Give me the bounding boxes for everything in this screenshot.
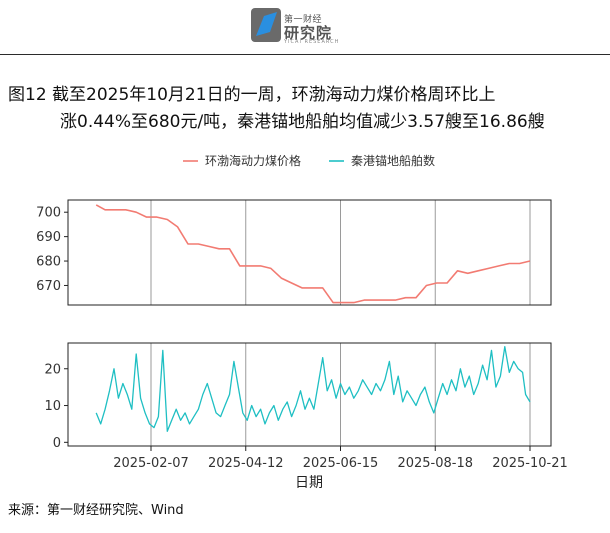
x-tick-label-2: 2025-06-15 <box>303 456 379 471</box>
logo: 第一财经 研究院 YICAI RESEARCH <box>250 6 370 46</box>
y-tick-label-0-1: 680 <box>36 255 61 270</box>
figure-title-line1: 图12 截至2025年10月21日的一周，环渤海动力煤价格周环比上 <box>8 85 496 105</box>
series-line-ships <box>95 346 531 432</box>
header-rule <box>0 54 610 55</box>
legend: 环渤海动力煤价格 秦港锚地船舶数 <box>183 153 435 168</box>
x-axis-label: 日期 <box>295 475 323 491</box>
logo-main-text: 研究院 <box>284 24 333 42</box>
logo-sub-text: YICAI RESEARCH <box>284 39 340 45</box>
logo-mark-icon <box>251 8 281 42</box>
x-tick-label-1: 2025-04-12 <box>208 456 284 471</box>
x-tick-label-4: 2025-10-21 <box>492 456 568 471</box>
x-tick-label-0: 2025-02-07 <box>113 456 189 471</box>
y-tick-label-1-0: 0 <box>53 436 61 451</box>
legend-ships-label: 秦港锚地船舶数 <box>351 153 435 168</box>
figure-title-line2: 涨0.44%至680元/吨，秦港锚地船舶均值减少3.57艘至16.86艘 <box>60 112 545 132</box>
y-tick-label-0-0: 670 <box>36 279 61 294</box>
y-tick-label-1-1: 10 <box>44 399 61 414</box>
panel-frame-1 <box>67 342 552 447</box>
y-tick-label-0-2: 690 <box>36 230 61 245</box>
series-line-price <box>95 204 531 304</box>
legend-price-label: 环渤海动力煤价格 <box>205 153 301 168</box>
price-panel: 670 680 690 700 <box>36 199 552 306</box>
logo-small-text: 第一财经 <box>284 15 323 25</box>
x-tick-label-3: 2025-08-18 <box>397 456 473 471</box>
y-tick-label-1-2: 20 <box>44 362 61 377</box>
y-tick-label-0-3: 700 <box>36 206 61 221</box>
source-note: 来源：第一财经研究院、Wind <box>8 503 184 518</box>
panel-frame-0 <box>67 199 552 306</box>
ships-panel: 0 10 20 <box>44 342 552 451</box>
x-axis: 2025-02-07 2025-04-12 2025-06-15 2025-08-18… <box>113 446 568 471</box>
